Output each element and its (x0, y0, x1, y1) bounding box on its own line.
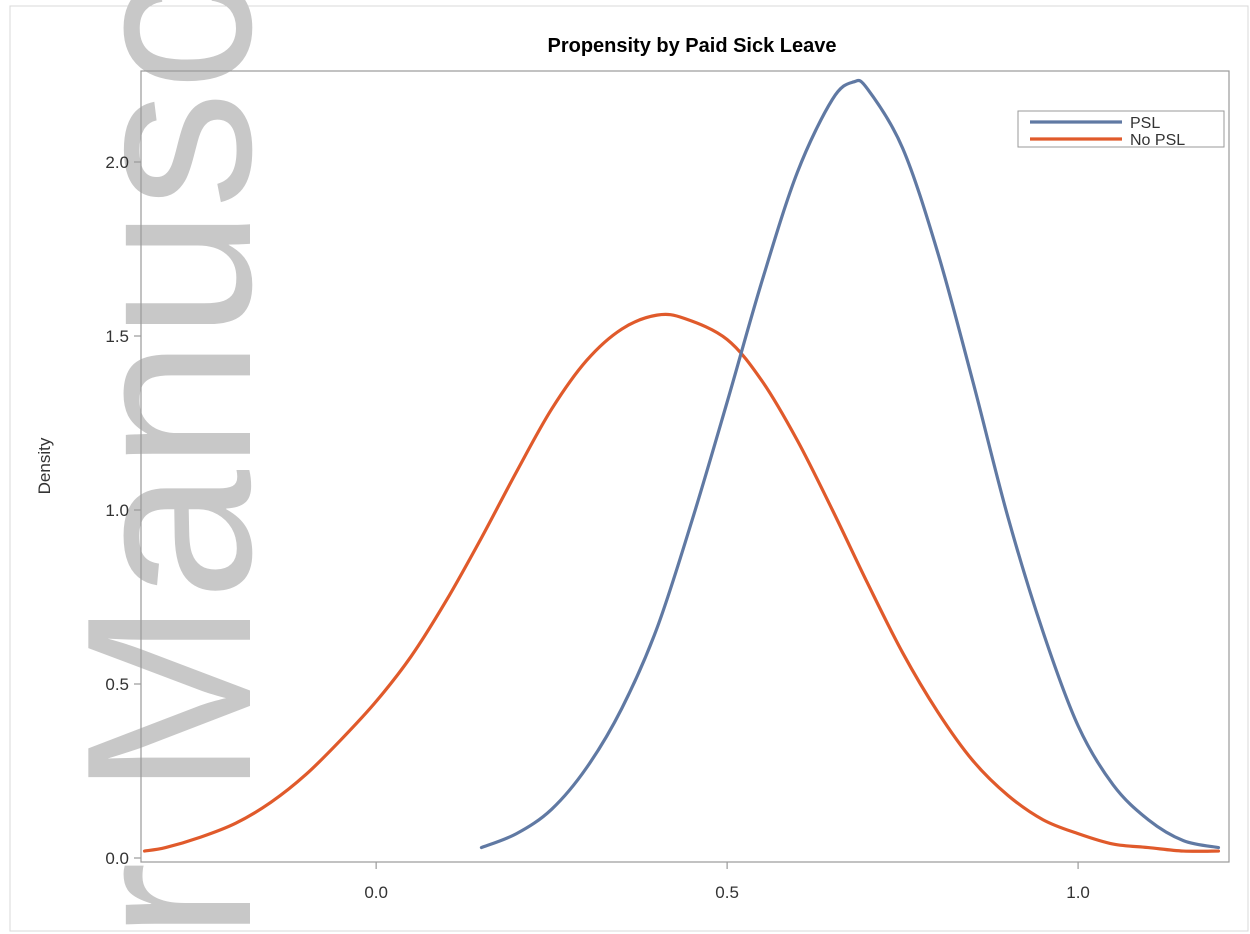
plot-area-frame (140, 70, 1230, 863)
y-tick-label: 2.0 (105, 153, 129, 172)
legend-box (1017, 110, 1225, 148)
x-tick-label: 1.0 (1066, 883, 1090, 902)
y-tick-label: 1.5 (105, 327, 129, 346)
legend-label: PSL (1130, 115, 1160, 132)
watermark-layer: r Manuscript (37, 0, 300, 934)
x-tick-label: 0.0 (364, 883, 388, 902)
watermark-text: r Manuscript (37, 0, 300, 934)
y-axis-title: Density (35, 437, 54, 494)
series-line-psl (479, 78, 1221, 850)
y-axis: 0.0 0.5 1.0 1.5 2.0 (105, 153, 141, 868)
y-tick-label: 1.0 (105, 501, 129, 520)
series-line-no-psl (142, 312, 1221, 853)
chart-title: Propensity by Paid Sick Leave (547, 35, 836, 57)
x-tick-label: 0.5 (715, 883, 739, 902)
y-tick-label: 0.5 (105, 675, 129, 694)
x-axis: 0.0 0.5 1.0 (364, 862, 1090, 902)
y-tick-label: 0.0 (105, 849, 129, 868)
series-layer (142, 78, 1221, 853)
chart-background (9, 5, 1249, 932)
legend-label: No PSL (1130, 132, 1185, 149)
